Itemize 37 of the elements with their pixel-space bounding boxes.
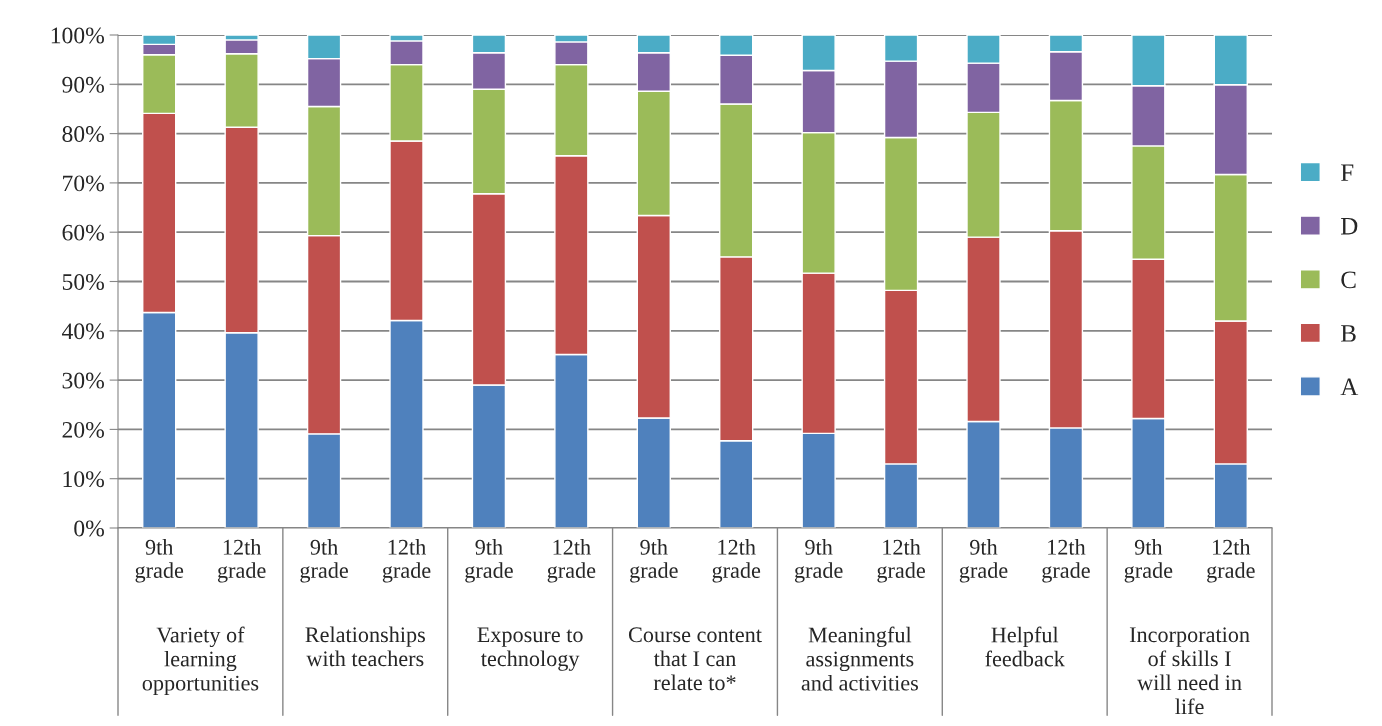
y-tick-label: 100% <box>51 27 104 44</box>
y-tick-label: 70% <box>63 175 104 192</box>
text: Course content that I can relate to* <box>628 627 762 691</box>
legend-label: B <box>1340 325 1356 342</box>
y-tick-label: 90% <box>62 76 104 93</box>
y-tick-label: 40% <box>61 323 104 340</box>
x-tick-label: 9th grade <box>959 539 1008 583</box>
y-tick-label: 80% <box>62 126 104 143</box>
x-tick-label: 9th grade <box>300 539 348 583</box>
x-tick-label: 9th grade <box>794 539 843 583</box>
x-tick-label: 12th grade <box>217 539 266 583</box>
text: Meaningful assignments and activities <box>801 626 918 691</box>
x-tick-label: 9th grade <box>465 539 513 583</box>
x-tick-label: 9th grade <box>135 539 184 583</box>
y-tick-label: 20% <box>62 421 104 438</box>
legend-label: C <box>1341 271 1356 289</box>
legend-label: F <box>1340 164 1354 181</box>
text: Relationships with teachers <box>305 626 425 667</box>
x-tick-label: 12th grade <box>1207 539 1255 583</box>
x-tick-label: 12th grade <box>1042 539 1090 583</box>
text: Variety of learning opportunities <box>142 626 259 696</box>
y-tick-label: 30% <box>62 372 104 389</box>
y-tick-label: 50% <box>62 273 104 290</box>
y-tick-label: 60% <box>62 224 104 241</box>
x-tick-label: 12th grade <box>382 539 431 583</box>
x-tick-label: 12th grade <box>547 539 596 583</box>
y-tick-label: 0% <box>74 520 104 537</box>
legend-label: A <box>1340 378 1359 396</box>
text: Helpful feedback <box>985 626 1065 667</box>
text: Incorporation of skills I will need in life <box>1129 627 1250 715</box>
x-tick-label: 9th grade <box>1124 539 1173 583</box>
text: Exposure to technology <box>477 627 583 671</box>
x-tick-label: 12th grade <box>712 539 761 583</box>
x-tick-label: 9th grade <box>630 539 678 583</box>
x-tick-label: 12th grade <box>877 539 925 583</box>
y-tick-label: 10% <box>63 471 104 488</box>
legend-label: D <box>1340 218 1358 235</box>
